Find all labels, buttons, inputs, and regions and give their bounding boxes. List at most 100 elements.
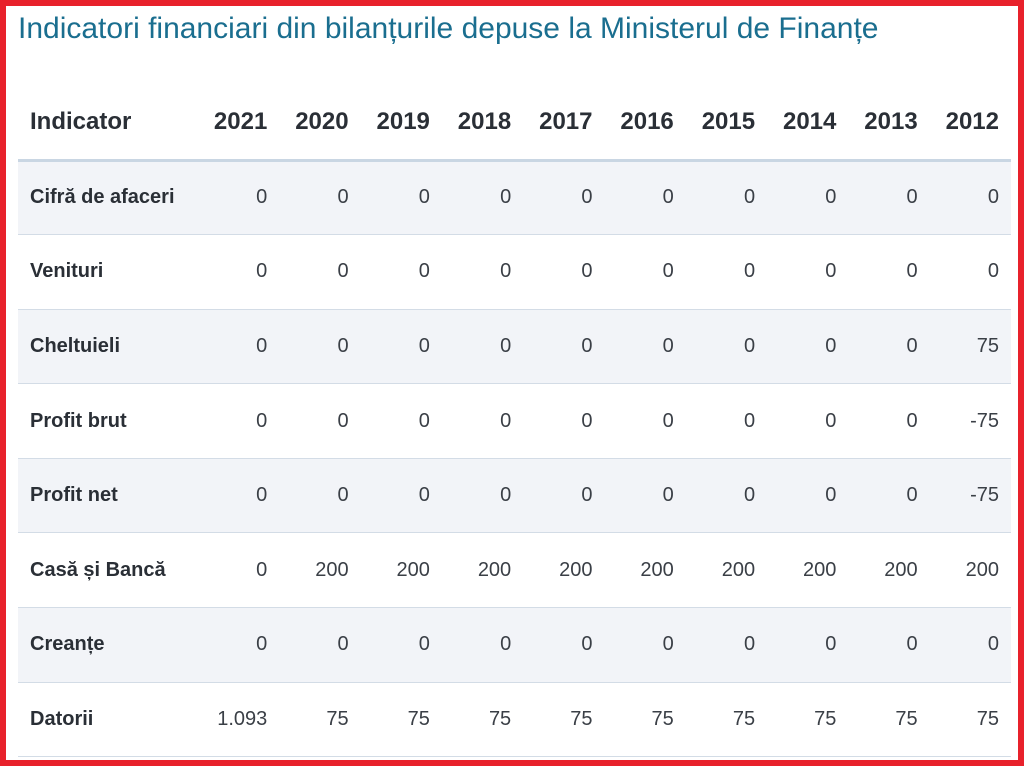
table-cell-value: 200 (767, 532, 849, 609)
table-cell-value: 0 (523, 234, 605, 310)
column-header-year: 2014 (767, 86, 849, 162)
table-cell-value: 0 (360, 309, 442, 385)
table-cell-value: 75 (685, 682, 768, 758)
table-cell-value: 0 (929, 160, 1011, 236)
table-cell-value: 0 (360, 458, 442, 534)
row-indicator-label: Cheltuieli (18, 309, 198, 385)
table-cell-value: 200 (279, 532, 361, 609)
column-header-year: 2013 (848, 86, 930, 162)
column-header-year: 2019 (360, 86, 442, 162)
row-indicator-label: Venituri (18, 234, 198, 310)
table-cell-value: 0 (604, 383, 686, 459)
table-cell-value: 0 (604, 234, 686, 310)
table-cell-value: 75 (523, 682, 605, 758)
table-cell-value: 75 (929, 682, 1011, 758)
table-body: Cifră de afaceri 0 0 0 0 0 0 0 0 0 0 Venituri 0 0 0 0 0 0… (18, 160, 1011, 758)
table-cell-value: 0 (767, 234, 849, 310)
table-cell-value: 0 (279, 607, 361, 683)
table-cell-value: 0 (685, 383, 768, 459)
table-cell-value: 0 (279, 160, 361, 236)
table-cell-value: 0 (848, 458, 930, 534)
table-cell-value: 200 (685, 532, 768, 609)
table-cell-value: 0 (441, 607, 524, 683)
table-cell-value: 0 (767, 607, 849, 683)
table-row: Cheltuieli 0 0 0 0 0 0 0 0 0 75 (18, 309, 1011, 385)
table-cell-value: 0 (360, 607, 442, 683)
table-cell-value: 0 (441, 383, 524, 459)
table-cell-value: 0 (279, 458, 361, 534)
table-row: Casă și Bancă 0 200 200 200 200 200 200 200 200 20… (18, 532, 1011, 609)
table-cell-value: 0 (604, 607, 686, 683)
table-header-row: Indicator 2021 2020 2019 2018 2017 2016 2015 20… (18, 86, 1011, 162)
table-row: Venituri 0 0 0 0 0 0 0 0 0 0 (18, 234, 1011, 310)
table-row: Datorii 1.093 75 75 75 75 75 75 75 75 75 (18, 682, 1011, 758)
table-cell-value: 0 (523, 607, 605, 683)
table-cell-value: 200 (604, 532, 686, 609)
table-cell-value: 0 (767, 309, 849, 385)
table-cell-value: 0 (767, 160, 849, 236)
table-cell-value: -75 (929, 458, 1011, 534)
financial-indicators-table: Indicator 2021 2020 2019 2018 2017 2016 2015 20… (18, 86, 1011, 758)
table-cell-value: 0 (441, 234, 524, 310)
table-cell-value: 75 (441, 682, 524, 758)
column-header-year: 2017 (523, 86, 605, 162)
table-cell-value: 0 (848, 607, 930, 683)
table-cell-value: 0 (441, 458, 524, 534)
table-cell-value: 0 (441, 160, 524, 236)
row-indicator-label: Profit net (18, 458, 198, 534)
table-cell-value: 0 (685, 607, 768, 683)
table-cell-value: 0 (198, 160, 280, 236)
table-cell-value: 0 (929, 234, 1011, 310)
table-cell-value: 200 (523, 532, 605, 609)
table-cell-value: 0 (523, 309, 605, 385)
table-cell-value: 0 (360, 234, 442, 310)
table-cell-value: 0 (198, 383, 280, 459)
table-cell-value: 0 (279, 234, 361, 310)
table-cell-value: 0 (523, 458, 605, 534)
table-cell-value: 0 (848, 234, 930, 310)
table-cell-value: 0 (848, 160, 930, 236)
page-title: Indicatori financiari din bilanțurile de… (18, 12, 879, 45)
table-cell-value: 75 (767, 682, 849, 758)
table-cell-value: 0 (279, 383, 361, 459)
table-cell-value: 0 (604, 309, 686, 385)
column-header-year: 2015 (685, 86, 768, 162)
table-cell-value: 0 (523, 160, 605, 236)
table-cell-value: 200 (848, 532, 930, 609)
table-cell-value: 1.093 (198, 682, 280, 758)
table-cell-value: 0 (604, 458, 686, 534)
table-cell-value: 0 (360, 383, 442, 459)
table-cell-value: 75 (604, 682, 686, 758)
column-header-year: 2016 (604, 86, 686, 162)
column-header-year: 2012 (929, 86, 1011, 162)
row-indicator-label: Casă și Bancă (18, 532, 198, 609)
table-cell-value: 0 (604, 160, 686, 236)
table-cell-value: 0 (198, 532, 280, 609)
table-cell-value: 0 (685, 309, 768, 385)
table-cell-value: 0 (767, 458, 849, 534)
column-header-year: 2018 (441, 86, 524, 162)
table-cell-value: 200 (360, 532, 442, 609)
column-header-indicator: Indicator (18, 86, 198, 162)
column-header-year: 2021 (198, 86, 280, 162)
row-indicator-label: Profit brut (18, 383, 198, 459)
table-cell-value: 0 (523, 383, 605, 459)
table-cell-value: 0 (198, 234, 280, 310)
table-cell-value: 200 (441, 532, 524, 609)
column-header-year: 2020 (279, 86, 361, 162)
table-cell-value: 0 (848, 383, 930, 459)
table-row: Profit brut 0 0 0 0 0 0 0 0 0 -75 (18, 383, 1011, 459)
table-row: Cifră de afaceri 0 0 0 0 0 0 0 0 0 0 (18, 160, 1011, 236)
table-cell-value: 0 (441, 309, 524, 385)
table-cell-value: 75 (360, 682, 442, 758)
table-cell-value: -75 (929, 383, 1011, 459)
table-cell-value: 75 (848, 682, 930, 758)
table-cell-value: 0 (360, 160, 442, 236)
table-cell-value: 0 (198, 309, 280, 385)
row-indicator-label: Cifră de afaceri (18, 160, 198, 236)
table-row: Profit net 0 0 0 0 0 0 0 0 0 -75 (18, 458, 1011, 534)
row-indicator-label: Creanțe (18, 607, 198, 683)
table-cell-value: 0 (848, 309, 930, 385)
table-cell-value: 0 (685, 458, 768, 534)
